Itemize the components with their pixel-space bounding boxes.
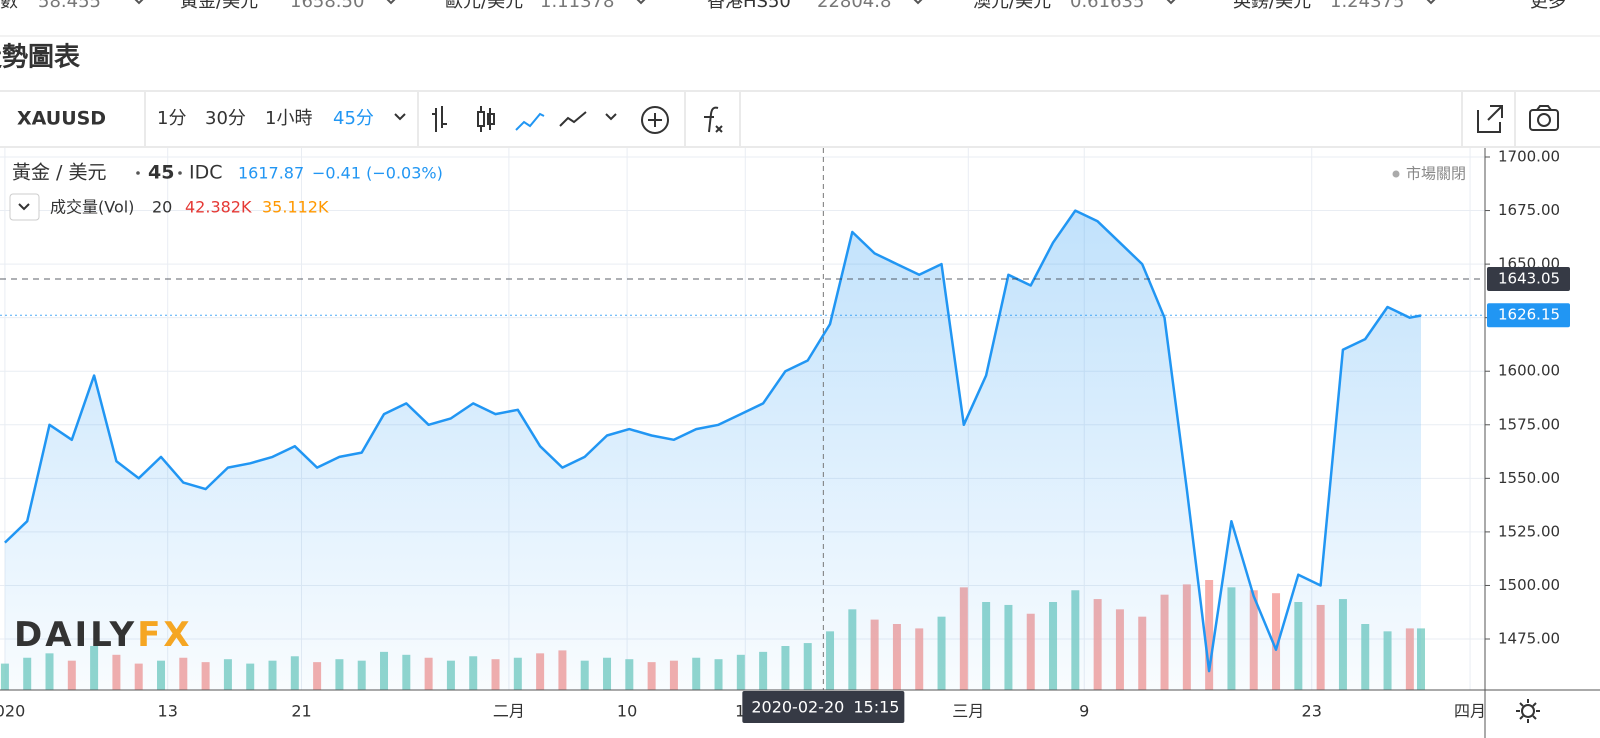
x-tick-label: 9 — [1079, 702, 1089, 721]
price-tag-label: 1643.05 — [1498, 270, 1560, 288]
legend-instrument: 黃金 / 美元 — [12, 162, 106, 184]
logo: DAILYFX — [14, 615, 193, 655]
legend-price: 1617.87 — [238, 164, 304, 183]
ticker-value: 22804.8 — [817, 0, 891, 12]
chevron — [18, 203, 30, 211]
interval[interactable]: 1分 — [157, 108, 186, 129]
chevron — [913, 0, 923, 5]
dot — [178, 171, 182, 175]
y-tick-label: 1675.00 — [1498, 201, 1560, 219]
price-tag — [1487, 267, 1570, 292]
legend-source: IDC — [189, 162, 223, 184]
legend-change: −0.41 (−0.03%) — [312, 164, 443, 183]
legend-volume-value: 42.382K — [185, 198, 252, 217]
interval-active[interactable]: 45分 — [333, 108, 374, 129]
interval[interactable]: 1小時 — [265, 108, 312, 129]
chevron — [134, 0, 144, 5]
y-tick-label: 1475.00 — [1498, 630, 1560, 648]
y-tick-label: 1700.00 — [1498, 147, 1560, 165]
ticker-name: 數 — [0, 0, 18, 12]
volume-bar — [1272, 593, 1281, 690]
crosshair-time: 15:15 — [853, 698, 899, 717]
legend-volume-ma: 35.112K — [262, 198, 329, 217]
logo-part: DAILY — [14, 615, 137, 655]
x-tick-label: 21 — [291, 702, 311, 721]
logo-part: FX — [137, 615, 192, 655]
price-tag-label: 1626.15 — [1498, 306, 1560, 324]
ticker-value: 1.11378 — [540, 0, 614, 12]
chevron — [386, 0, 396, 5]
area — [4, 210, 1421, 690]
settings-icon[interactable] — [1516, 699, 1540, 723]
price-tag — [1487, 303, 1570, 328]
chevron — [1166, 0, 1176, 5]
legend-volume-name: 成交量(Vol) — [50, 198, 134, 217]
crosshair-date: 2020-02-20 — [751, 698, 844, 717]
y-tick-label: 1500.00 — [1498, 576, 1560, 594]
ticker-value: 58.455 — [38, 0, 101, 12]
toolbar-icons[interactable] — [394, 105, 1559, 134]
crosshair-tag — [742, 691, 905, 723]
y-tick-label: 1550.00 — [1498, 469, 1560, 487]
y-tick-label: 1525.00 — [1498, 522, 1560, 540]
x-tick-label: 三月 — [952, 702, 984, 721]
section-title: 走勢圖表 — [0, 43, 81, 73]
y-tick-label: 1600.00 — [1498, 362, 1560, 380]
x-tick-label: 23 — [1302, 702, 1322, 721]
ticker-more: 更多 — [1530, 0, 1566, 12]
chevron — [1426, 0, 1436, 5]
ticker-value: 0.61635 — [1070, 0, 1144, 12]
x-tick-label: 二月 — [493, 702, 525, 721]
status-dot — [1392, 170, 1400, 178]
x-tick-label: 2020 — [0, 702, 25, 721]
x-tick-label: 10 — [617, 702, 637, 721]
ticker-value: 1.24375 — [1330, 0, 1404, 12]
y-tick-label: 1575.00 — [1498, 415, 1560, 433]
dot — [136, 171, 140, 175]
ticker-name: 澳元/美元 — [973, 0, 1051, 12]
ticker-name: 歐元/美元 — [445, 0, 523, 12]
legend-interval: 45 — [148, 162, 174, 184]
ticker-value: 1658.50 — [290, 0, 364, 12]
interval[interactable]: 30分 — [205, 108, 246, 129]
legend-volume-length: 20 — [152, 198, 172, 217]
x-tick-label: 13 — [158, 702, 178, 721]
separators — [144, 92, 1516, 146]
ticker-name: 英鎊/美元 — [1233, 0, 1311, 12]
chevron — [636, 0, 646, 5]
symbol[interactable]: XAUUSD — [17, 108, 106, 130]
ticker-name: 黃金/美元 — [180, 0, 258, 12]
market-status: 市場關閉 — [1406, 165, 1466, 183]
price-line — [4, 209, 1422, 673]
ticker-name: 香港HS50 — [707, 0, 791, 12]
volume-bar — [1205, 580, 1214, 690]
legend-toggle[interactable] — [9, 193, 40, 221]
x-tick-label: 四月 — [1454, 702, 1486, 721]
